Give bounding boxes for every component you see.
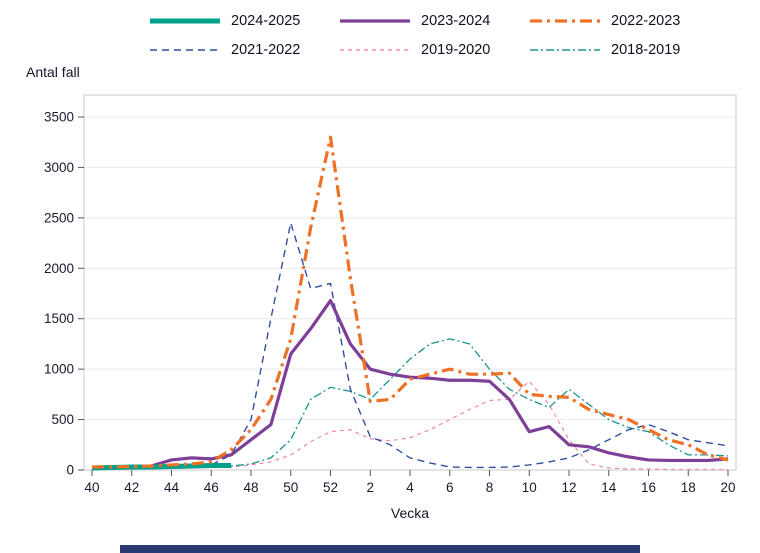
svg-text:44: 44 bbox=[164, 480, 180, 495]
svg-text:3000: 3000 bbox=[44, 160, 74, 175]
legend-row-2: 2021-2022 2019-2020 2018-2019 bbox=[148, 35, 718, 64]
chart-legend: 2024-2025 2023-2024 2022-2023 2021-2022 … bbox=[148, 6, 718, 64]
svg-text:1000: 1000 bbox=[44, 362, 74, 377]
legend-label-2021-2022: 2021-2022 bbox=[231, 41, 301, 58]
legend-row-1: 2024-2025 2023-2024 2022-2023 bbox=[148, 6, 718, 35]
svg-text:40: 40 bbox=[84, 480, 99, 495]
svg-text:8: 8 bbox=[486, 480, 494, 495]
svg-text:42: 42 bbox=[124, 480, 139, 495]
legend-item-2019-2020: 2019-2020 bbox=[338, 42, 528, 58]
svg-text:10: 10 bbox=[522, 480, 537, 495]
svg-text:1500: 1500 bbox=[44, 311, 74, 326]
svg-text:4: 4 bbox=[406, 480, 414, 495]
svg-text:50: 50 bbox=[283, 480, 298, 495]
legend-label-2019-2020: 2019-2020 bbox=[421, 41, 491, 58]
svg-text:2000: 2000 bbox=[44, 261, 74, 276]
svg-text:0: 0 bbox=[66, 463, 74, 478]
legend-label-2022-2023: 2022-2023 bbox=[611, 12, 681, 29]
legend-line-2022-2023 bbox=[530, 18, 600, 23]
legend-item-2023-2024: 2023-2024 bbox=[338, 13, 528, 29]
svg-text:6: 6 bbox=[446, 480, 454, 495]
legend-line-2023-2024 bbox=[340, 18, 410, 23]
svg-text:16: 16 bbox=[641, 480, 656, 495]
svg-text:52: 52 bbox=[323, 480, 338, 495]
legend-item-2024-2025: 2024-2025 bbox=[148, 13, 338, 29]
legend-label-2024-2025: 2024-2025 bbox=[231, 12, 301, 29]
x-axis-title: Vecka bbox=[390, 505, 430, 521]
svg-text:12: 12 bbox=[561, 480, 576, 495]
svg-text:2: 2 bbox=[366, 480, 374, 495]
legend-line-2019-2020 bbox=[340, 48, 410, 51]
svg-text:48: 48 bbox=[243, 480, 258, 495]
legend-line-2018-2019 bbox=[530, 48, 600, 51]
legend-item-2022-2023: 2022-2023 bbox=[528, 13, 718, 29]
svg-text:3500: 3500 bbox=[44, 110, 74, 125]
y-axis-title: Antal fall bbox=[26, 64, 80, 80]
svg-text:14: 14 bbox=[601, 480, 617, 495]
svg-text:2500: 2500 bbox=[44, 210, 74, 225]
legend-item-2018-2019: 2018-2019 bbox=[528, 42, 718, 58]
svg-text:20: 20 bbox=[720, 480, 735, 495]
svg-text:500: 500 bbox=[51, 412, 74, 427]
legend-label-2018-2019: 2018-2019 bbox=[611, 41, 681, 58]
svg-text:46: 46 bbox=[204, 480, 219, 495]
legend-label-2023-2024: 2023-2024 bbox=[421, 12, 491, 29]
legend-item-2021-2022: 2021-2022 bbox=[148, 42, 338, 58]
svg-text:18: 18 bbox=[681, 480, 696, 495]
footer-accent-bar bbox=[120, 545, 640, 553]
legend-line-2024-2025 bbox=[150, 18, 220, 23]
